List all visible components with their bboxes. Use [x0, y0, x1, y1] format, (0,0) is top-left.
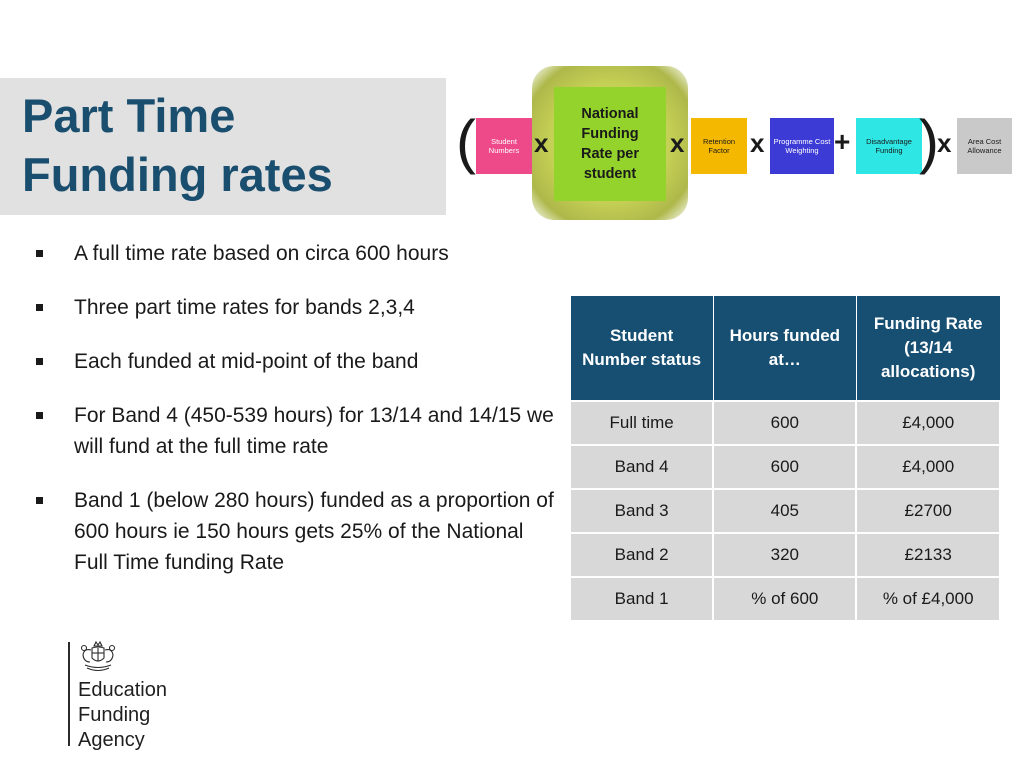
header-funding-rate: Funding Rate (13/14 allocations): [855, 295, 1001, 402]
table-cell: % of 600: [712, 576, 858, 622]
table-cell: Full time: [568, 400, 715, 446]
table-row: Full time 600 £4,000: [568, 400, 1001, 446]
table-cell: Band 2: [568, 532, 715, 578]
table-row: Band 3 405 £2700: [568, 488, 1001, 534]
disadvantage-funding-box: Disadvantage Funding: [856, 118, 922, 174]
table-cell: £4,000: [855, 400, 1001, 446]
multiply-operator-3: x: [750, 128, 765, 158]
table-cell: Band 4: [568, 444, 715, 490]
bullet-item: Each funded at mid-point of the band: [36, 346, 556, 377]
table-cell: 320: [712, 532, 858, 578]
plus-operator: +: [834, 126, 851, 157]
funding-rates-table: Student Number status Hours funded at… F…: [568, 295, 1001, 622]
efa-logo: Education Funding Agency: [68, 640, 228, 751]
table-cell: Band 3: [568, 488, 715, 534]
multiply-operator-4: x: [937, 128, 952, 158]
title-line-2: Funding rates: [22, 148, 333, 201]
table-header-row: Student Number status Hours funded at… F…: [569, 295, 1001, 402]
table-cell: £4,000: [855, 444, 1001, 490]
bullet-square-icon: [36, 250, 43, 257]
title-band: [0, 78, 446, 215]
bullet-list: A full time rate based on circa 600 hour…: [36, 238, 556, 601]
table-cell: 405: [712, 488, 858, 534]
national-rate-box: National Funding Rate per student: [554, 87, 666, 201]
royal-crest-icon: [80, 640, 116, 672]
bullet-square-icon: [36, 358, 43, 365]
bullet-item: For Band 4 (450-539 hours) for 13/14 and…: [36, 400, 556, 462]
table-row: Band 2 320 £2133: [568, 532, 1001, 578]
table-cell: £2133: [855, 532, 1001, 578]
bullet-square-icon: [36, 497, 43, 504]
logo-divider-bar: [68, 642, 70, 746]
open-parenthesis: (: [456, 108, 476, 175]
area-cost-box: Area Cost Allowance: [957, 118, 1012, 174]
table-row: Band 1 % of 600 % of £4,000: [568, 576, 1001, 622]
retention-factor-box: Retention Factor: [691, 118, 747, 174]
bullet-square-icon: [36, 304, 43, 311]
header-hours-funded: Hours funded at…: [712, 295, 857, 402]
slide-title: Part Time Funding rates: [22, 86, 442, 204]
header-student-number-status: Student Number status: [569, 295, 714, 402]
logo-wordmark: Education Funding Agency: [78, 679, 167, 751]
bullet-item: Band 1 (below 280 hours) funded as a pro…: [36, 485, 556, 578]
funding-formula: ( Student Numbers x National Funding Rat…: [0, 0, 1024, 230]
table-cell: % of £4,000: [855, 576, 1001, 622]
table-cell: 600: [712, 400, 858, 446]
table-row: Band 4 600 £4,000: [568, 444, 1001, 490]
table-cell: Band 1: [568, 576, 715, 622]
student-numbers-box: Student Numbers: [476, 118, 532, 174]
programme-cost-box: Programme Cost Weighting: [770, 118, 834, 174]
bullet-item: Three part time rates for bands 2,3,4: [36, 292, 556, 323]
multiply-operator-2: x: [670, 128, 685, 158]
bullet-square-icon: [36, 412, 43, 419]
title-line-1: Part Time: [22, 89, 236, 142]
close-parenthesis: ): [919, 108, 939, 175]
bullet-item: A full time rate based on circa 600 hour…: [36, 238, 556, 269]
multiply-operator-1: x: [534, 128, 549, 158]
table-cell: £2700: [855, 488, 1001, 534]
table-cell: 600: [712, 444, 858, 490]
